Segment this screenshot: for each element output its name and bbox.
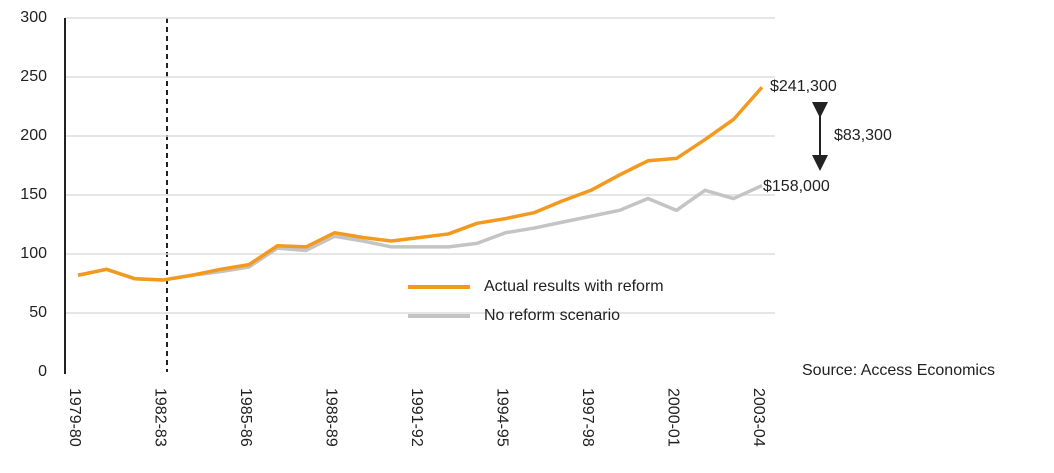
y-tick-label: 300 [20,9,47,26]
x-tick-label: 2003-04 [750,388,767,447]
x-tick-label: 1982-83 [152,388,169,447]
end-label: $158,000 [763,178,830,195]
end-label: $241,300 [770,78,837,95]
x-tick-label: 1985-86 [237,388,254,447]
series-line [77,86,764,282]
y-tick-label: 150 [20,186,47,203]
x-tick-label: 1991-92 [408,388,425,447]
difference-label: $83,300 [834,127,892,144]
x-tick-label: 1979-80 [66,388,83,447]
x-tick-label: 1997-98 [579,388,596,447]
x-tick-label: 2000-01 [665,388,682,447]
series-line [77,183,763,282]
source: Source: Access Economics [802,362,995,379]
y-tick-label: 50 [29,304,47,321]
y-tick-label: 200 [20,127,47,144]
y-tick-label: 100 [20,245,47,262]
x-tick-label: 1988-89 [323,388,340,447]
legend-label: No reform scenario [484,307,620,324]
legend-label: Actual results with reform [484,278,664,295]
x-tick-label: 1994-95 [494,388,511,447]
y-tick-label: 250 [20,68,47,85]
y-tick-label: 0 [38,363,47,380]
